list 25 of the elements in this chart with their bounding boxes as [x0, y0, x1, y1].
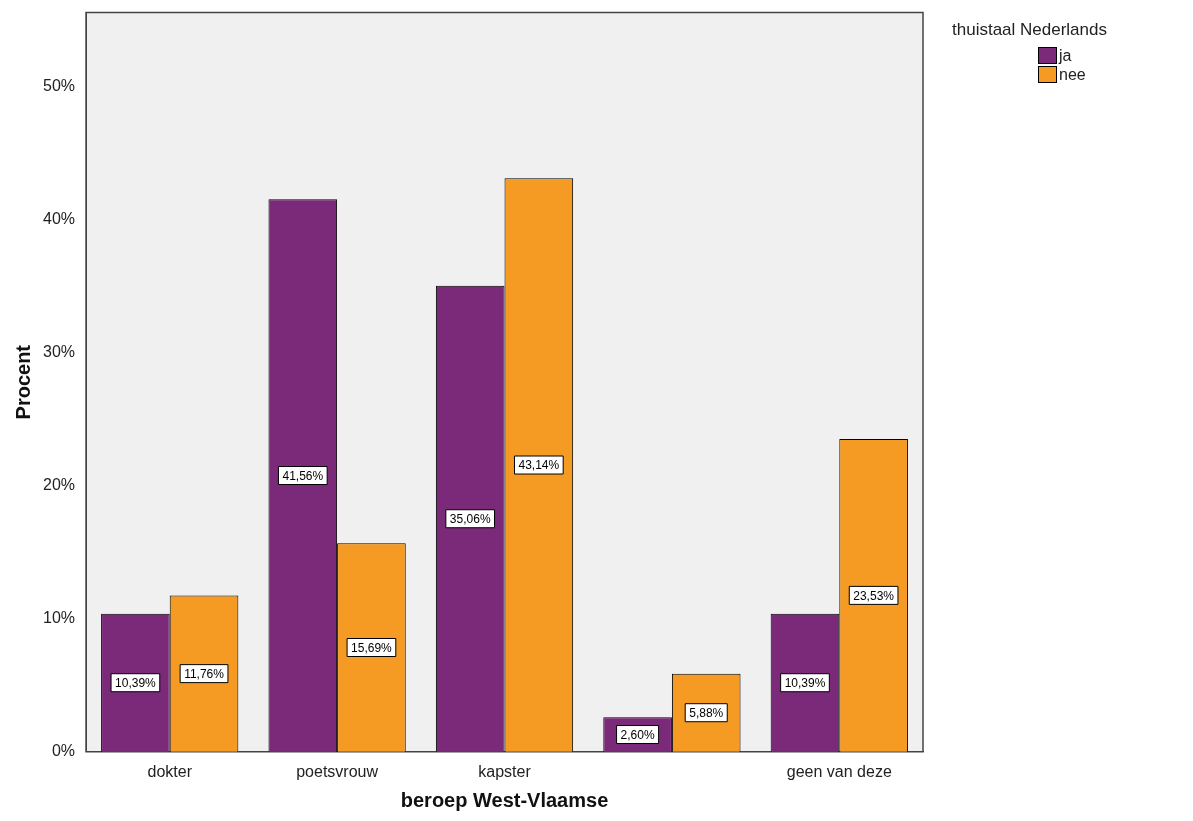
data-label: 41,56%	[282, 468, 324, 483]
y-tick-label: 50%	[42, 77, 76, 95]
x-tick-label: dokter	[147, 762, 193, 780]
data-label: 11,76%	[184, 666, 225, 681]
data-label: 15,69%	[351, 640, 393, 655]
data-label: 10,39%	[784, 676, 826, 691]
y-tick-label: 20%	[42, 476, 76, 494]
x-tick-label: poetsvrouw	[296, 762, 379, 780]
data-label: 43,14%	[518, 458, 560, 473]
y-tick-label: 0%	[51, 742, 76, 760]
legend-label: nee	[1059, 65, 1086, 84]
y-tick-label: 40%	[42, 210, 76, 228]
y-axis-title: Procent	[11, 344, 34, 420]
x-axis-title: beroep West-Vlaamse	[400, 788, 609, 811]
data-label: 23,53%	[853, 588, 895, 603]
x-tick-label: geen van deze	[786, 762, 892, 780]
y-tick-label: 10%	[42, 609, 76, 627]
legend-label: ja	[1059, 46, 1072, 65]
x-tick-label: kapster	[478, 762, 532, 780]
data-label: 2,60%	[620, 727, 655, 742]
y-tick-label: 30%	[42, 343, 76, 361]
data-label: 10,39%	[115, 676, 157, 691]
data-label: 35,06%	[449, 512, 491, 527]
legend-title: thuistaal Nederlands	[952, 20, 1107, 40]
data-label: 5,88%	[689, 706, 724, 721]
